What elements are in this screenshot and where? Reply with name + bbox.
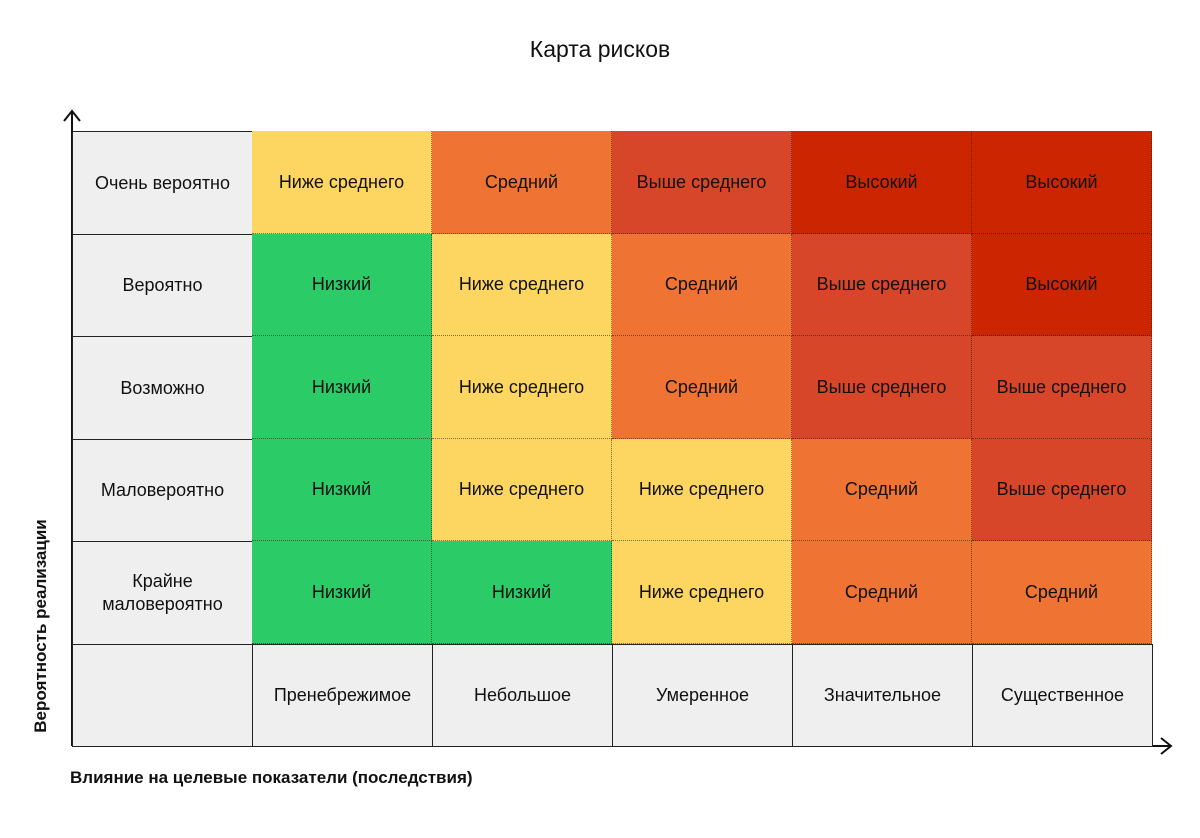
risk-cell: Высокий	[972, 131, 1152, 234]
column-label: Существенное	[972, 643, 1153, 747]
row-label: Маловероятно	[72, 438, 253, 542]
risk-cell: Выше среднего	[612, 131, 792, 234]
column-label: Пренебрежимое	[252, 643, 433, 747]
risk-cell: Выше среднего	[792, 233, 972, 336]
risk-cell: Низкий	[252, 233, 432, 336]
risk-cell: Выше среднего	[792, 336, 972, 439]
row-label: Возможно	[72, 336, 253, 440]
y-axis-arrow-icon	[63, 109, 81, 122]
risk-cell: Ниже среднего	[432, 233, 612, 336]
risk-cell: Низкий	[252, 336, 432, 439]
risk-cell: Низкий	[252, 541, 432, 644]
risk-cell: Низкий	[432, 541, 612, 644]
risk-cell: Средний	[792, 438, 972, 541]
row-label: Крайне маловероятно	[72, 541, 253, 645]
risk-matrix: Очень вероятно Ниже среднего Средний Выше с…	[72, 131, 1153, 747]
risk-cell: Ниже среднего	[432, 438, 612, 541]
risk-cell: Средний	[612, 233, 792, 336]
risk-cell: Высокий	[792, 131, 972, 234]
corner-cell	[72, 643, 253, 747]
risk-cell: Ниже среднего	[612, 438, 792, 541]
column-label: Небольшое	[432, 643, 613, 747]
risk-cell: Средний	[792, 541, 972, 644]
risk-cell: Средний	[972, 541, 1152, 644]
row-label: Очень вероятно	[72, 131, 253, 235]
risk-cell: Ниже среднего	[432, 336, 612, 439]
y-axis-label: Вероятность реализации	[31, 519, 50, 733]
risk-cell: Ниже среднего	[252, 131, 432, 234]
x-axis-arrow-icon	[1160, 737, 1173, 755]
risk-cell: Средний	[612, 336, 792, 439]
risk-cell: Средний	[432, 131, 612, 234]
risk-cell: Выше среднего	[972, 438, 1152, 541]
column-label: Умеренное	[612, 643, 793, 747]
risk-cell: Ниже среднего	[612, 541, 792, 644]
risk-cell: Высокий	[972, 233, 1152, 336]
column-label: Значительное	[792, 643, 973, 747]
chart-title: Карта рисков	[529, 36, 671, 62]
row-label: Вероятно	[72, 233, 253, 337]
risk-cell: Выше среднего	[972, 336, 1152, 439]
x-axis-label: Влияние на целевые показатели (последств…	[70, 768, 473, 787]
risk-cell: Низкий	[252, 438, 432, 541]
